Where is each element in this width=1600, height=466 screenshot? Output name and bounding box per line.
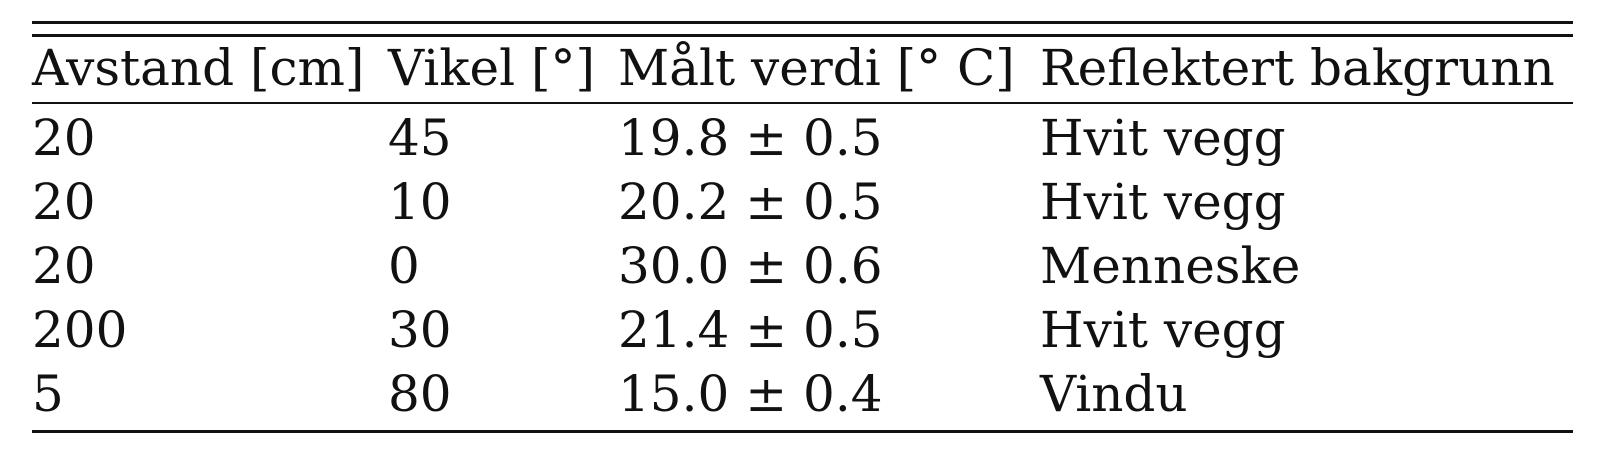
cell-distance: 5 [32,365,64,423]
bottom-rule [32,430,1573,433]
cell-reflected-background: Vindu [1040,365,1188,423]
cell-reflected-background: Hvit vegg [1040,173,1286,231]
cell-measured-value: 30.0 ± 0.6 [618,237,883,295]
cell-angle: 0 [388,237,420,295]
header-distance: Avstand [cm] [32,39,365,97]
cell-measured-value: 15.0 ± 0.4 [618,365,883,423]
top-rule [32,21,1573,24]
cell-reflected-background: Hvit vegg [1040,301,1286,359]
cell-measured-value: 21.4 ± 0.5 [618,301,883,359]
cell-angle: 30 [388,301,452,359]
cell-angle: 45 [388,109,452,167]
cell-reflected-background: Menneske [1040,237,1301,295]
header-angle: Vikel [°] [388,39,596,97]
cell-reflected-background: Hvit vegg [1040,109,1286,167]
header-measured-value: Målt verdi [° C] [618,39,1015,97]
cell-distance: 20 [32,173,96,231]
header-rule [32,102,1573,104]
cell-angle: 10 [388,173,452,231]
header-reflected-background: Reflektert bakgrunn [1040,39,1555,97]
cell-distance: 20 [32,109,96,167]
cell-distance: 20 [32,237,96,295]
cell-measured-value: 19.8 ± 0.5 [618,109,883,167]
cell-distance: 200 [32,301,128,359]
cell-angle: 80 [388,365,452,423]
top-rule-inner [32,34,1573,37]
cell-measured-value: 20.2 ± 0.5 [618,173,883,231]
